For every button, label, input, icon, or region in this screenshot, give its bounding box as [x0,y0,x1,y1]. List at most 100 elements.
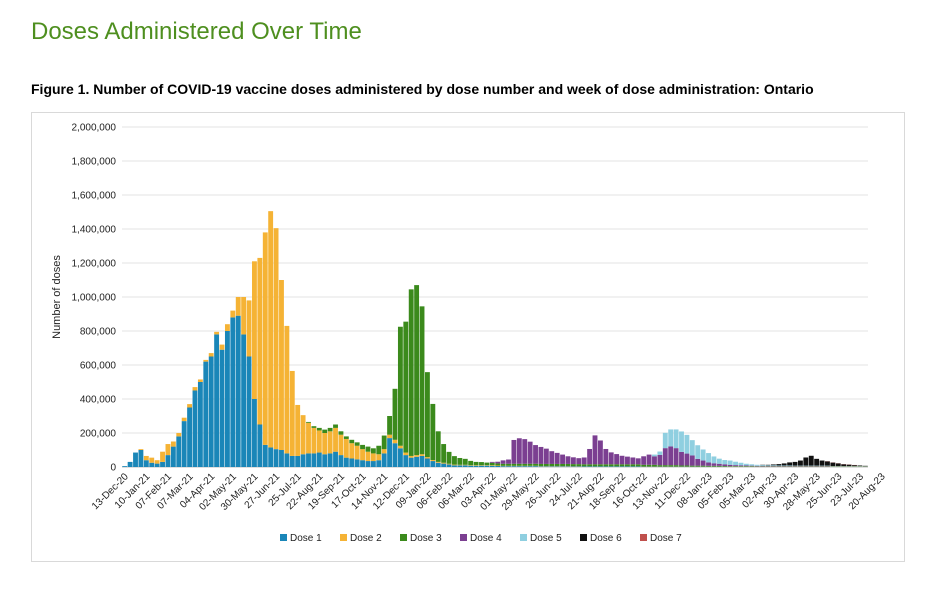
bar-segment [652,456,657,465]
bar-segment [349,443,355,459]
bar-segment [333,451,338,467]
bar-segment [446,464,452,467]
bar-segment [441,444,447,463]
bar-segment [581,464,587,467]
bar-segment [754,465,760,467]
bar-segment [814,458,820,466]
bar-segment [733,461,738,466]
bar-segment [408,455,414,458]
bar-segment [381,435,387,450]
bar-segment [322,429,328,433]
bar-segment [662,465,668,467]
bar-segment [852,465,857,466]
bar-segment [387,438,393,467]
bar-segment [219,344,225,350]
bar-segment [446,463,452,465]
bar-segment [695,458,701,466]
bar-segment [776,465,782,466]
bar-segment [792,461,798,466]
bar-segment [446,451,452,464]
legend-label: Dose 2 [350,533,382,544]
bar-segment [387,416,393,435]
bar-segment [749,465,755,467]
bar-segment [479,462,484,466]
bar-segment [435,462,441,467]
bar-segment [597,440,603,465]
bar-segment [381,449,387,454]
bar-segment [376,454,382,461]
bar-segment [614,454,620,465]
bar-segment [603,464,609,467]
bar-segment [743,466,749,467]
bar-segment [608,464,614,467]
bar-segment [414,455,420,457]
bar-segment [343,438,349,458]
legend-swatch [340,534,347,541]
bar-segment [468,465,474,467]
bar-segment [727,464,733,467]
bar-segment [419,455,425,467]
legend-label: Dose 1 [290,533,322,544]
chart-frame: 0 200,000 400,000 600,000 800,000 1,000,000 1,… [31,112,905,562]
bar-segment [343,436,349,439]
y-tick-label: 1,000,000 [72,293,117,304]
bar-segment [673,465,679,467]
bar-segment [673,448,679,466]
bar-segment [235,315,241,467]
bar-segment [652,454,657,457]
bar-segment [468,460,474,466]
bar-segment [224,331,230,467]
bar-segment [549,463,555,466]
bar-segment [695,445,701,459]
bar-segment [597,466,603,467]
bar-segment [289,370,295,456]
bar-segment [284,453,290,467]
y-tick-label: 400,000 [80,395,117,406]
bar-segment [181,421,187,467]
figure-caption: Figure 1. Number of COVID-19 vaccine dos… [31,81,814,97]
bar-segment [630,466,636,467]
bar-segment [387,434,393,439]
bar-segment [770,464,776,466]
y-tick-label: 2,000,000 [72,123,117,134]
bar-segment [333,427,338,452]
bar-segment [570,466,576,467]
bar-segment [706,465,711,467]
bar-segment [679,451,684,466]
bar-segment [462,458,468,465]
bar-segment [560,454,566,464]
bar-segment [376,445,382,455]
bar-segment [743,465,749,467]
bar-segment [722,460,728,465]
bar-segment [684,453,690,466]
bar-segment [252,399,257,467]
bar-segment [430,403,436,461]
bar-segment [716,465,722,467]
bar-segment [716,458,722,464]
bar-segment [403,321,409,453]
bar-segment [711,465,717,467]
bar-segment [506,459,511,464]
bar-segment [635,466,641,467]
bar-segment [311,453,317,467]
bar-segment [165,455,171,467]
bar-segment [484,465,490,466]
bar-segment [657,454,663,466]
bar-segment [165,444,171,456]
bar-segment [424,372,430,458]
bar-segment [203,359,209,362]
bar-segment [376,460,382,467]
bar-segment [208,353,214,357]
bar-segment [279,450,284,467]
bar-segment [592,466,598,467]
y-tick-label: 600,000 [80,361,117,372]
bar-segment [306,422,311,454]
bar-segment [522,463,528,466]
bar-segment [306,453,311,467]
bar-segment [619,466,625,467]
bar-segment [322,454,328,467]
bar-segment [733,465,738,467]
bar-segment [327,431,333,454]
bar-segment [522,466,528,467]
bar-segment [576,466,582,467]
